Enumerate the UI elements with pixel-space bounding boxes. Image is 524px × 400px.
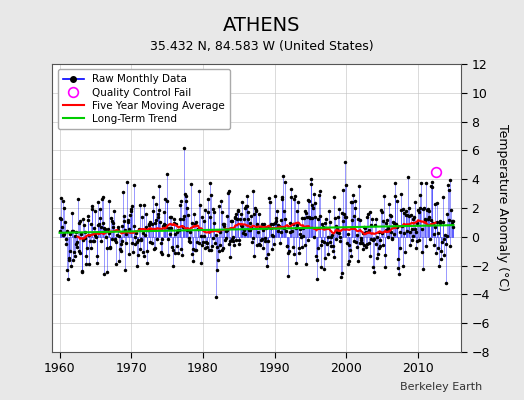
Text: 35.432 N, 84.583 W (United States): 35.432 N, 84.583 W (United States) [150,40,374,53]
Text: Berkeley Earth: Berkeley Earth [400,382,482,392]
Legend: Raw Monthly Data, Quality Control Fail, Five Year Moving Average, Long-Term Tren: Raw Monthly Data, Quality Control Fail, … [58,69,230,129]
Text: ATHENS: ATHENS [223,16,301,35]
Y-axis label: Temperature Anomaly (°C): Temperature Anomaly (°C) [496,124,509,292]
